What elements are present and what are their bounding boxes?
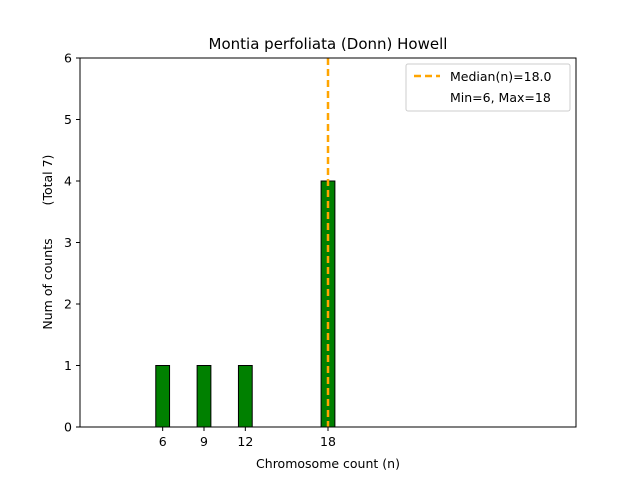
x-ticks-group: 6 9 12 18	[159, 427, 336, 449]
y-tick-label-2: 2	[64, 297, 72, 312]
bar-12	[237, 365, 253, 428]
bar-9	[196, 365, 212, 428]
y-tick-label-0: 0	[64, 420, 72, 435]
chart-title: Montia perfoliata (Donn) Howell	[209, 35, 448, 53]
y-axis-label: Num of counts	[40, 238, 55, 329]
y-axis-total-label: (Total 7)	[40, 155, 55, 206]
legend-box	[405, 63, 571, 112]
legend-entry-range: Min=6, Max=18	[450, 90, 551, 105]
bars-group	[155, 180, 336, 428]
y-tick-label-5: 5	[64, 112, 72, 127]
x-tick-label-9: 9	[200, 434, 208, 449]
x-tick-label-12: 12	[237, 434, 253, 449]
y-ticks-group: 0 1 2 3 4 5 6	[64, 51, 80, 435]
y-tick-label-6: 6	[64, 51, 72, 66]
legend: Median(n)=18.0 Min=6, Max=18	[405, 63, 571, 112]
bar-6	[155, 365, 171, 428]
x-axis-label: Chromosome count (n)	[256, 456, 400, 471]
legend-entry-median: Median(n)=18.0	[450, 69, 551, 84]
x-tick-label-18: 18	[320, 434, 336, 449]
x-tick-label-6: 6	[159, 434, 167, 449]
y-tick-label-1: 1	[64, 358, 72, 373]
y-tick-label-3: 3	[64, 235, 72, 250]
y-tick-label-4: 4	[64, 174, 72, 189]
